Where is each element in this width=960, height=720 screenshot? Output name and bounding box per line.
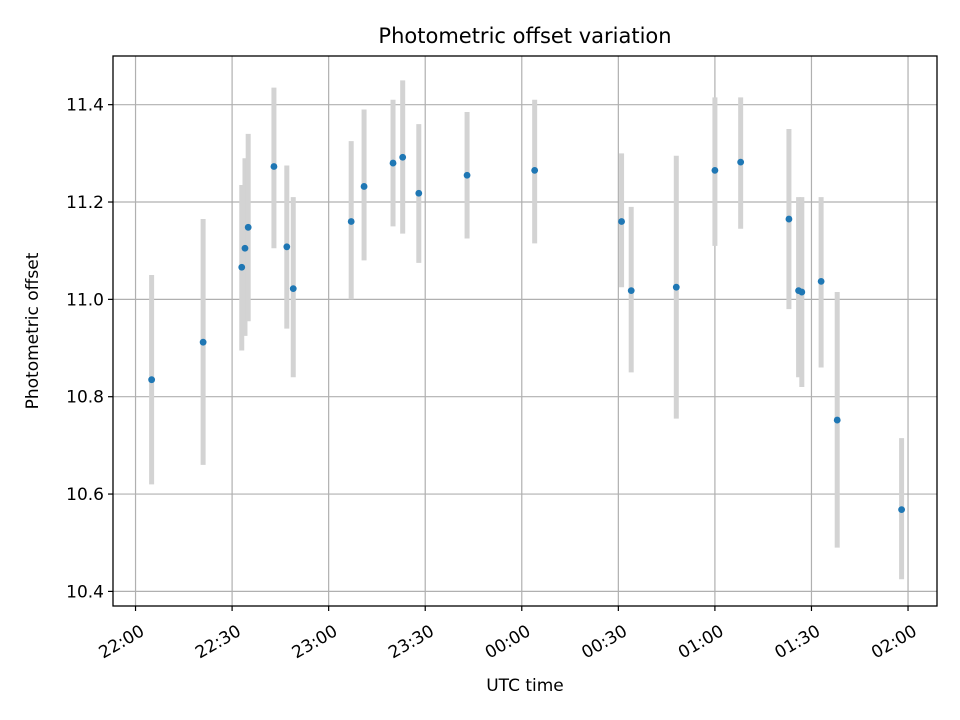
- y-tick-label: 10.4: [66, 582, 104, 602]
- data-point: [283, 243, 291, 251]
- data-point: [627, 287, 635, 295]
- data-point: [389, 159, 397, 167]
- y-axis-label: Photometric offset: [23, 252, 43, 409]
- data-point: [833, 416, 841, 424]
- data-point: [399, 153, 407, 161]
- data-point: [785, 215, 793, 223]
- y-tick-label: 10.8: [66, 388, 104, 408]
- data-point: [737, 158, 745, 166]
- data-point: [270, 163, 278, 170]
- data-points: [148, 153, 905, 514]
- x-axis-label: UTC time: [486, 676, 564, 696]
- data-point: [241, 244, 249, 252]
- data-point: [148, 376, 156, 384]
- data-point: [711, 166, 719, 174]
- data-point: [531, 166, 539, 174]
- data-point: [798, 288, 806, 296]
- y-tick-label: 11.4: [66, 96, 104, 116]
- data-point: [898, 506, 905, 514]
- data-point: [199, 338, 207, 346]
- data-point: [347, 218, 355, 225]
- y-tick-label: 10.6: [66, 485, 104, 505]
- plot-frame: [112, 55, 938, 607]
- y-tick-label: 11.2: [66, 193, 104, 213]
- data-point: [238, 263, 246, 271]
- data-point: [415, 189, 423, 197]
- data-point: [289, 285, 297, 293]
- y-tick-label: 11.0: [66, 290, 104, 310]
- data-point: [672, 283, 680, 291]
- data-point: [817, 277, 825, 285]
- data-point: [463, 171, 471, 179]
- chart-title: Photometric offset variation: [378, 24, 671, 48]
- data-point: [360, 183, 368, 190]
- data-point: [244, 223, 252, 231]
- data-point: [618, 218, 625, 225]
